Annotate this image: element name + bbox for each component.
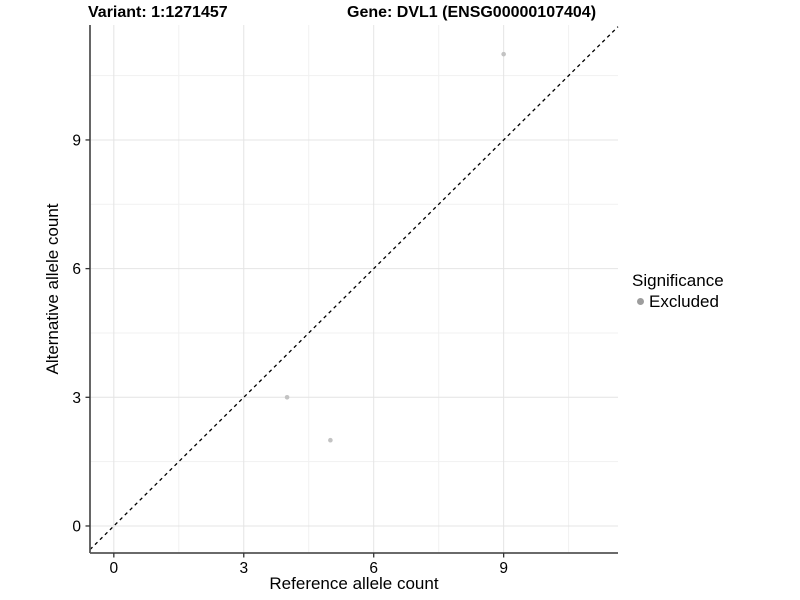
legend-entry-label: Excluded — [649, 292, 719, 311]
excluded-point-icon — [637, 298, 644, 305]
y-axis-label: Alternative allele count — [43, 203, 62, 375]
y-tick-label: 6 — [72, 261, 81, 278]
x-tick-label: 0 — [110, 560, 119, 577]
y-tick-label: 3 — [72, 390, 81, 407]
identity-line — [89, 26, 619, 551]
legend-title: Significance — [632, 271, 724, 290]
data-point — [284, 395, 290, 400]
x-tick-label: 3 — [239, 560, 248, 577]
legend: Significance Excluded — [632, 271, 724, 311]
legend-entry-excluded: Excluded — [637, 292, 724, 311]
x-axis-label: Reference allele count — [269, 574, 439, 593]
x-tick-label: 9 — [499, 560, 508, 577]
plot-title-variant: Variant: 1:1271457 — [88, 4, 228, 21]
x-tick-label: 6 — [369, 560, 378, 577]
data-point — [328, 437, 333, 443]
plot-title-gene: Gene: DVL1 (ENSG00000107404) — [347, 4, 597, 21]
data-point — [501, 51, 506, 57]
y-tick-label: 9 — [72, 132, 81, 149]
y-tick-label: 0 — [72, 518, 81, 535]
